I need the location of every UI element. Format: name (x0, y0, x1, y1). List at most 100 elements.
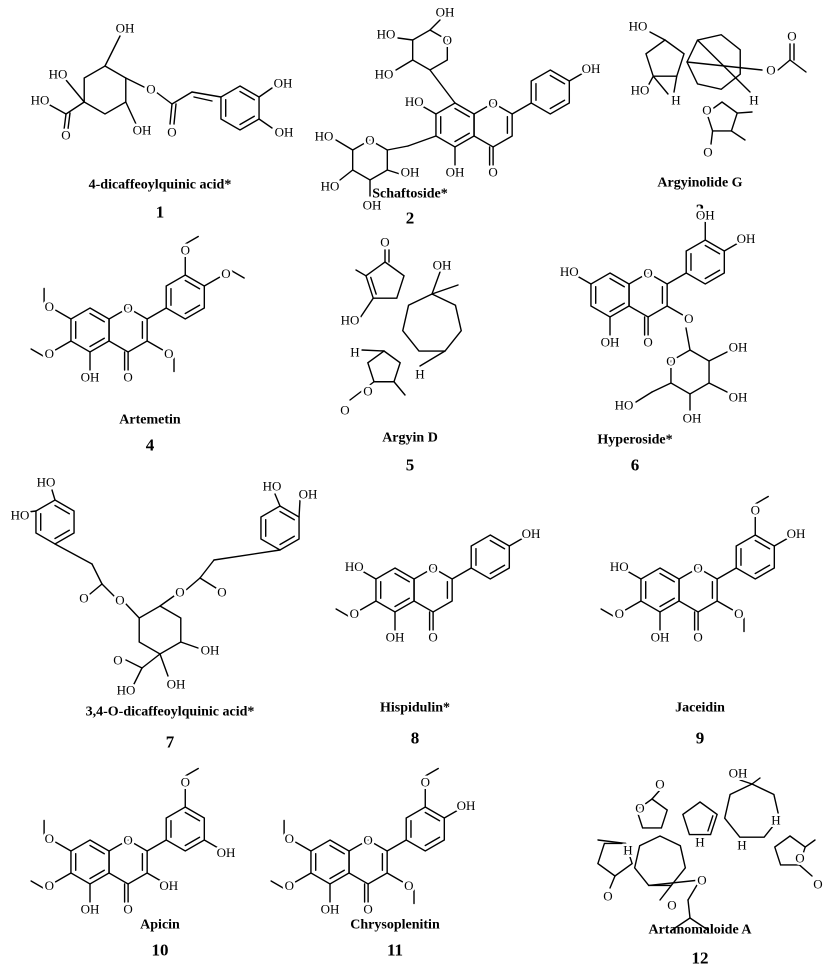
bond (431, 284, 459, 295)
bond (419, 104, 437, 115)
bond (159, 653, 169, 677)
atom-label: OH (729, 766, 748, 781)
bond (146, 872, 164, 883)
bond (454, 107, 470, 118)
bond (89, 844, 105, 855)
compound-number: 8 (411, 729, 420, 748)
atom-label: O (350, 606, 359, 621)
bond (443, 808, 461, 819)
atom-label: H (671, 93, 680, 108)
atom-label: HO (615, 398, 634, 413)
atom-label: OH (299, 487, 318, 502)
atom-label: OH (446, 165, 465, 180)
bond (258, 118, 273, 129)
atom-label: O (643, 266, 652, 281)
compound-name: Hyperoside* (597, 433, 672, 448)
bond (574, 274, 592, 285)
bond (648, 879, 701, 887)
atom-label: O (795, 851, 804, 866)
bond (155, 91, 173, 105)
bond (339, 169, 354, 181)
atom-label: O (655, 777, 664, 792)
ring (682, 801, 718, 836)
atom-label: O (702, 103, 711, 118)
atom-label: OH (433, 258, 452, 273)
bond (30, 880, 45, 890)
bond (651, 382, 672, 393)
compound-number: 6 (631, 456, 640, 475)
bond (141, 653, 161, 669)
bond (184, 767, 199, 777)
bond (191, 91, 222, 98)
atom-label: OH (133, 123, 152, 138)
atom-label: O (123, 902, 132, 917)
bond (659, 572, 675, 583)
atom-label: OH (116, 21, 135, 36)
bond (203, 839, 221, 850)
bond (54, 340, 72, 351)
bond (511, 102, 532, 115)
bond (393, 381, 406, 396)
bond (609, 277, 625, 288)
bond (184, 235, 199, 245)
atom-label: HO (629, 19, 648, 34)
atom-label: HO (631, 83, 650, 98)
atom-label: H (415, 367, 424, 382)
bond (359, 600, 377, 611)
bond (508, 536, 526, 547)
atom-label: HO (263, 479, 282, 494)
ring (165, 806, 206, 852)
bond (184, 836, 201, 847)
bond (335, 608, 350, 618)
bond (355, 269, 367, 277)
bond (489, 539, 506, 550)
bond (54, 529, 70, 540)
bond (329, 869, 345, 880)
bond (349, 381, 375, 401)
bond (730, 130, 746, 141)
bond (451, 567, 472, 580)
bond (671, 917, 691, 931)
atom-label: OH (201, 643, 220, 658)
bond (739, 779, 753, 785)
bond (754, 539, 771, 550)
bond (213, 549, 281, 561)
bond (65, 79, 85, 103)
bond (704, 244, 721, 255)
atom-label: O (703, 145, 712, 160)
atom-label: HO (405, 94, 424, 109)
bond (230, 269, 245, 279)
bond (429, 69, 456, 104)
bond (54, 872, 72, 883)
atom-label: OH (217, 845, 236, 860)
atom-label: OH (436, 5, 455, 20)
atom-label: OH (457, 798, 476, 813)
atom-label: H (350, 345, 359, 360)
atom-label: O (123, 301, 132, 316)
bond (429, 19, 441, 31)
bond (203, 276, 221, 287)
bond (666, 305, 684, 316)
atom-label: O (115, 593, 124, 608)
atom-label: OH (729, 340, 748, 355)
bond (159, 595, 175, 607)
atom-label: O (365, 133, 374, 148)
bond (184, 279, 201, 290)
bond (63, 113, 67, 131)
bond (754, 495, 769, 505)
bond (125, 101, 137, 125)
bond (370, 276, 377, 295)
atom-label: O (443, 33, 452, 48)
bond (125, 603, 140, 619)
bond (335, 139, 354, 151)
bond (294, 872, 312, 883)
compound-name: 4-dicaffeoylquinic acid* (89, 178, 232, 193)
bond (298, 499, 301, 518)
ring (773, 835, 807, 866)
bond (489, 564, 506, 575)
compound-number: 10 (152, 941, 169, 960)
atom-label: HO (117, 683, 136, 698)
bond (685, 327, 691, 351)
